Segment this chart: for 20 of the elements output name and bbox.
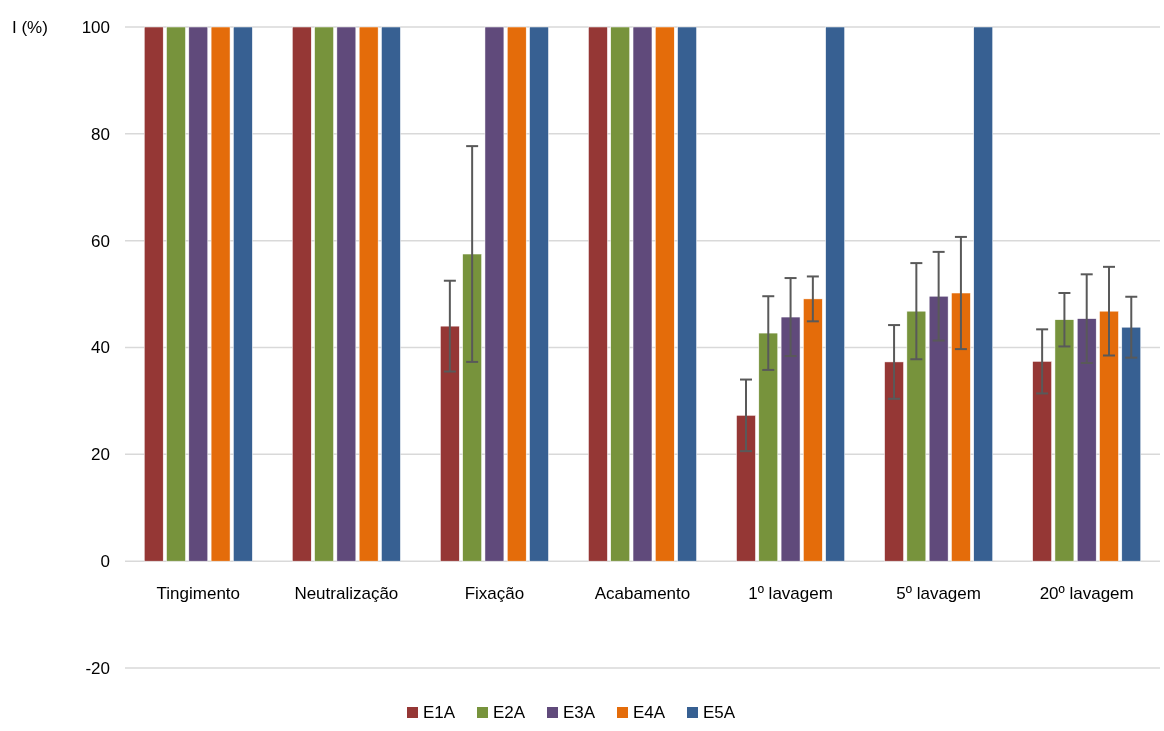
x-tick-label: 1º lavagem [748, 584, 833, 603]
legend-label: E2A [493, 703, 526, 722]
x-tick-label: Acabamento [594, 584, 691, 603]
x-tick-label: 20º lavagem [1039, 584, 1134, 603]
y-tick-label: 0 [100, 552, 110, 572]
y-tick-label: 100 [81, 17, 110, 37]
y-axis-title: I (%) [12, 18, 48, 37]
x-tick-label: Tingimento [156, 584, 241, 603]
x-tick-label: 5º lavagem [896, 584, 981, 603]
y-tick-label: -20 [85, 658, 110, 678]
y-tick-label: 60 [91, 231, 110, 251]
y-tick-label: 80 [91, 124, 110, 144]
x-tick-label: Neutralização [294, 584, 399, 603]
y-tick-label: 20 [91, 445, 110, 465]
legend-label: E3A [563, 703, 596, 722]
y-tick-label: 40 [91, 338, 110, 358]
legend-label: E4A [633, 703, 666, 722]
legend-label: E5A [703, 703, 736, 722]
legend-label: E1A [423, 703, 456, 722]
x-tick-label: Fixação [464, 584, 525, 603]
